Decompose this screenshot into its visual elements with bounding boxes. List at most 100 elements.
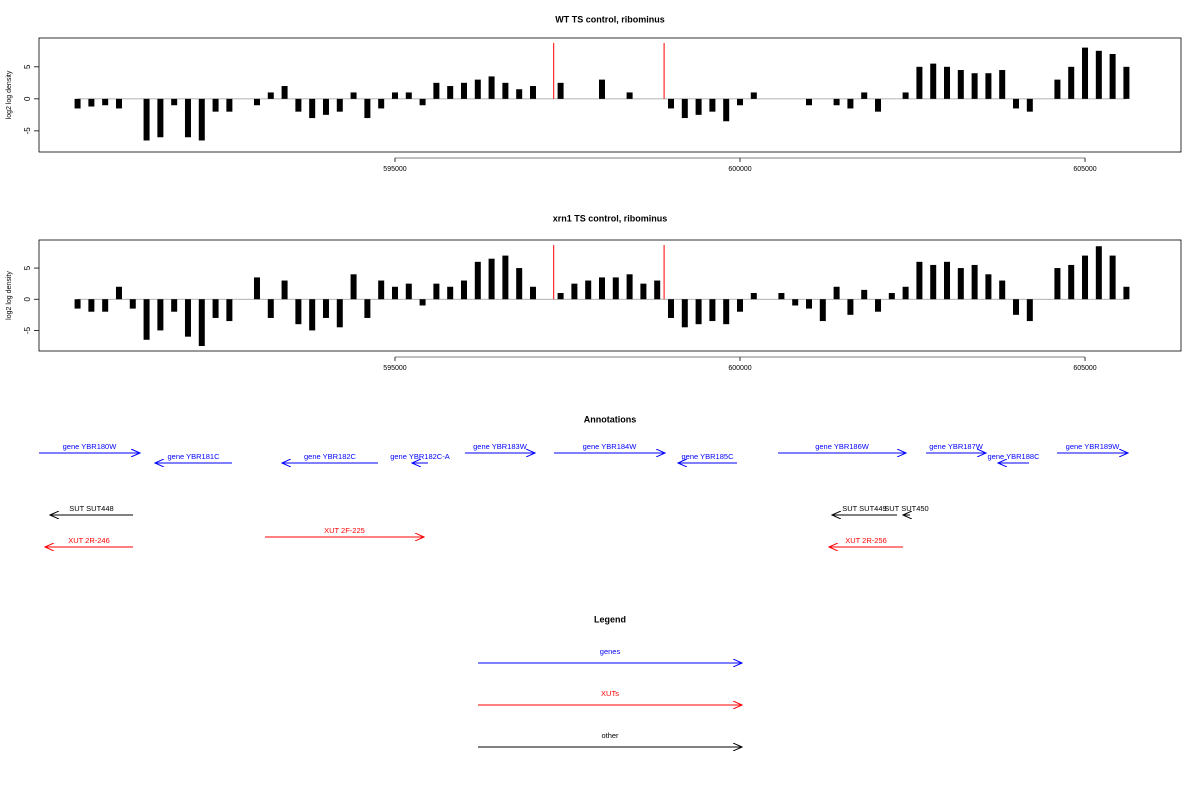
needle (1068, 264, 1075, 300)
needle (861, 289, 868, 300)
needle (460, 280, 467, 300)
needle (861, 92, 868, 99)
needle (143, 98, 150, 141)
needle (460, 82, 467, 99)
needle (226, 299, 233, 322)
needle (930, 264, 937, 300)
needle (378, 280, 385, 300)
needle (184, 299, 191, 337)
needle (212, 98, 219, 112)
needle (281, 86, 288, 99)
needle (529, 86, 536, 99)
needle (171, 98, 178, 106)
needle (875, 98, 882, 112)
needle (709, 98, 716, 112)
legend-label: other (601, 731, 619, 740)
needle (640, 283, 647, 300)
needle (902, 286, 909, 300)
needle (74, 299, 81, 309)
feature-label: gene YBR180W (63, 442, 118, 451)
needle (184, 98, 191, 138)
needle (847, 98, 854, 109)
needle (709, 299, 716, 322)
needle (750, 92, 757, 99)
feature-label: SUT SUT448 (69, 504, 113, 513)
annotations-title: Annotations (584, 414, 637, 424)
needle (322, 299, 329, 318)
needle (488, 76, 495, 99)
needle (88, 98, 95, 107)
feature-label: gene YBR188C (988, 452, 1041, 461)
needle (102, 98, 109, 106)
needle (267, 92, 274, 99)
needle (888, 293, 895, 300)
needle (226, 98, 233, 112)
needle (695, 299, 702, 325)
feature-label: SUT SUT450 (884, 504, 928, 513)
y-tick-label: -5 (23, 326, 32, 334)
needle (529, 286, 536, 300)
needle (267, 299, 274, 318)
needle (364, 98, 371, 119)
needle (295, 98, 302, 112)
needle (1054, 79, 1061, 99)
needle (212, 299, 219, 318)
feature-label: XUT 2R-256 (845, 536, 887, 545)
needle (391, 286, 398, 300)
needle (957, 70, 964, 99)
needle (1026, 299, 1033, 322)
needle (971, 73, 978, 99)
needle (1026, 98, 1033, 112)
x-tick-label: 605000 (1073, 166, 1096, 173)
needle (350, 92, 357, 99)
needle (447, 86, 454, 99)
needle (336, 98, 343, 112)
needle (364, 299, 371, 318)
needle (806, 299, 813, 309)
needle (557, 82, 564, 99)
needle (102, 299, 109, 312)
needle (723, 299, 730, 325)
needle (322, 98, 329, 115)
x-tick-label: 595000 (383, 365, 406, 372)
needle (198, 299, 205, 347)
needle (129, 299, 136, 309)
needle (1082, 47, 1089, 99)
legend-title: Legend (594, 614, 626, 624)
needle (875, 299, 882, 312)
needle (309, 98, 316, 119)
needle (115, 286, 122, 300)
needle (971, 264, 978, 300)
needle (350, 274, 357, 300)
needle (681, 98, 688, 119)
needle (143, 299, 150, 340)
needle (916, 261, 923, 300)
needle (157, 299, 164, 331)
feature-label: XUT 2F-225 (324, 526, 365, 535)
needle (585, 280, 592, 300)
needle (516, 268, 523, 300)
needle (847, 299, 854, 315)
needle (171, 299, 178, 312)
needle (598, 277, 605, 300)
needle (405, 283, 412, 300)
needle (74, 98, 81, 109)
needle (157, 98, 164, 138)
needle (281, 280, 288, 300)
needle (985, 274, 992, 300)
needle (488, 258, 495, 300)
needle (654, 280, 661, 300)
needle (295, 299, 302, 325)
needle (944, 66, 951, 99)
needle (681, 299, 688, 328)
feature-label: gene YBR182C-A (390, 452, 449, 461)
needle (944, 261, 951, 300)
needle (1095, 246, 1102, 300)
x-tick-label: 595000 (383, 166, 406, 173)
x-tick-label: 600000 (728, 365, 751, 372)
needle (1109, 255, 1116, 300)
plot-frame (38, 37, 1182, 153)
needle (336, 299, 343, 328)
x-tick-label: 600000 (728, 166, 751, 173)
